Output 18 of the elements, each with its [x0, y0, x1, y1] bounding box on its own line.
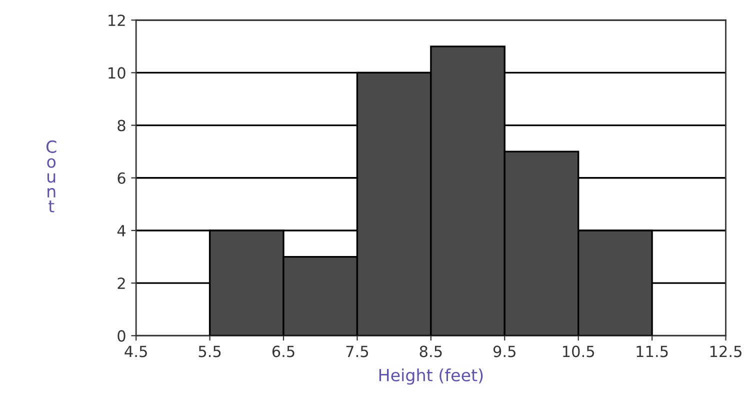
y-tick-label: 8	[118, 120, 126, 132]
y-tick-label: 6	[118, 172, 126, 184]
y-tick-label: 0	[118, 330, 126, 342]
x-tick-label: 7.5	[346, 346, 368, 358]
x-axis-title: Height (feet)	[379, 368, 483, 385]
x-tick-label: 8.5	[420, 346, 442, 358]
y-axis-title: Count	[46, 140, 56, 212]
x-tick-label: 9.5	[493, 346, 516, 358]
x-tick-label: 6.5	[272, 346, 294, 358]
y-tick-label: 12	[108, 14, 125, 26]
y-tick-label: 4	[117, 225, 126, 236]
x-tick-label: 5.5	[198, 346, 221, 358]
y-tick-label: 2	[118, 278, 125, 289]
x-tick-label: 10.5	[563, 346, 594, 358]
x-tick-label: 12.5	[710, 346, 742, 358]
x-tick-label: 11.5	[636, 346, 668, 358]
y-tick-label: 10	[108, 67, 126, 79]
x-tick-label: 4.5	[124, 346, 147, 358]
